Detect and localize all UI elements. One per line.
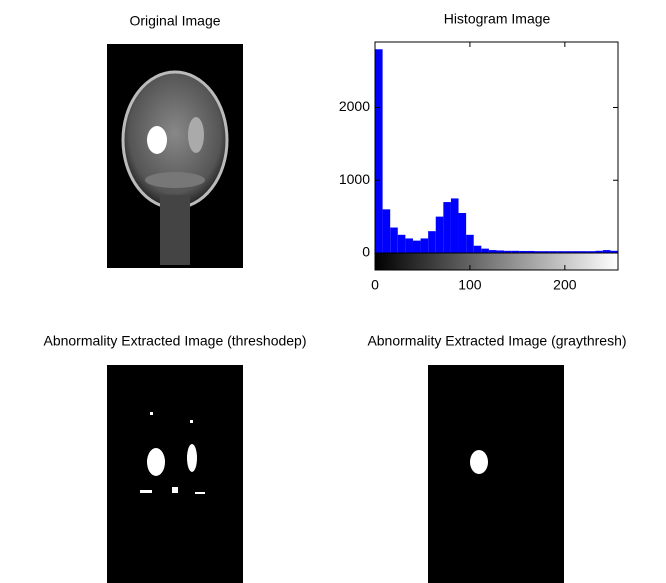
hist-bar xyxy=(420,238,429,253)
y-tick-label: 1000 xyxy=(339,171,370,187)
y-tick-label: 2000 xyxy=(339,98,370,114)
y-tick-label: 0 xyxy=(362,244,370,260)
hist-bar xyxy=(511,250,520,253)
hist-bar xyxy=(481,248,489,253)
hist-bar xyxy=(610,250,618,253)
hist-bar xyxy=(405,238,413,253)
x-tick-label: 200 xyxy=(553,277,577,293)
hist-bar xyxy=(534,251,543,253)
hist-bar xyxy=(519,250,527,253)
hist-bar xyxy=(397,234,406,253)
hist-bar xyxy=(412,240,421,253)
hist-bar xyxy=(587,251,596,253)
hist-bar xyxy=(466,234,474,253)
hist-bar xyxy=(382,209,391,253)
histogram-axes: 0 1000 2000 0 100 200 xyxy=(339,41,619,293)
hist-bar xyxy=(572,251,581,253)
mri-image xyxy=(107,44,243,268)
hist-bar xyxy=(557,251,565,253)
panel-title: Histogram Image xyxy=(444,11,551,27)
binary-image xyxy=(428,365,564,583)
hist-bar xyxy=(450,198,459,253)
hist-bar xyxy=(496,250,505,253)
colorbar xyxy=(374,252,619,271)
hist-bar xyxy=(390,227,398,253)
hist-bar xyxy=(564,251,573,253)
hist-bar xyxy=(549,251,558,253)
hist-bar xyxy=(526,250,535,253)
hist-bar xyxy=(542,251,550,253)
panel-title: Abnormality Extracted Image (threshodep) xyxy=(43,333,306,349)
hist-bar xyxy=(488,250,497,253)
x-tick-label: 100 xyxy=(458,277,482,293)
hist-bar xyxy=(443,202,451,253)
hist-bar xyxy=(435,216,444,253)
panel-title: Abnormality Extracted Image (graythresh) xyxy=(367,333,626,349)
hist-bar xyxy=(595,250,603,253)
hist-bar xyxy=(473,245,482,253)
hist-bar xyxy=(580,251,588,253)
x-tick-label: 0 xyxy=(371,277,379,293)
hist-bar xyxy=(602,250,611,253)
binary-image xyxy=(107,365,243,583)
hist-bar xyxy=(458,212,467,253)
panel-title: Original Image xyxy=(129,13,220,29)
hist-bar xyxy=(428,231,436,253)
axes-box xyxy=(374,41,619,254)
hist-bar xyxy=(375,49,383,253)
hist-bar xyxy=(504,250,512,253)
